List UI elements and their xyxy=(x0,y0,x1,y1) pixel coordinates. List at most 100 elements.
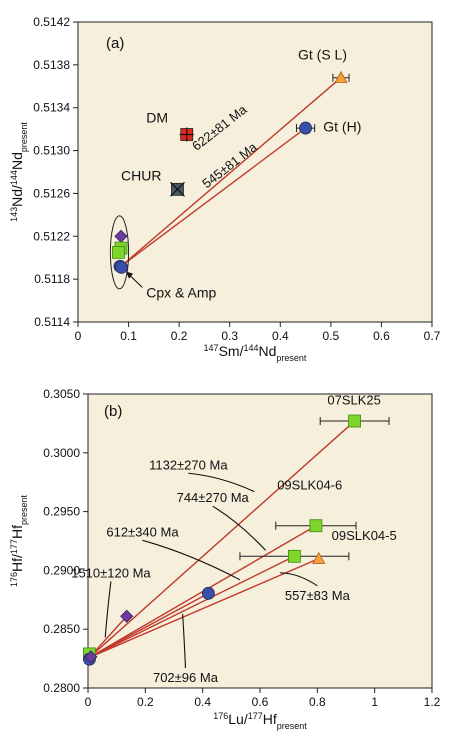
age-702: 702±96 Ma xyxy=(153,670,219,685)
axis-label-part: Nd xyxy=(9,152,25,170)
y-tick-label: 0.2900 xyxy=(43,563,80,577)
x-tick-label: 0.6 xyxy=(373,329,390,343)
data-point-gt-h xyxy=(299,121,312,135)
x-tick-label: 0.5 xyxy=(323,329,340,343)
isochron-line xyxy=(88,420,356,658)
x-tick-label: 0.8 xyxy=(309,695,326,709)
data-point-cpx-5 xyxy=(115,260,128,274)
y-tick-label: 0.3000 xyxy=(43,446,80,460)
y-tick-label: 0.5118 xyxy=(34,272,70,286)
axis-label-part: Nd/ xyxy=(9,185,25,207)
isochron-line xyxy=(89,557,320,659)
data-point-09slk04-6 xyxy=(309,519,323,533)
y-tick-label: 0.5138 xyxy=(33,58,70,72)
axis-label-part: Hf xyxy=(263,711,277,727)
panel-label: (a) xyxy=(106,35,124,52)
panel-a: 0 0.1 0.2 0.3 0.4 0.5 0.6 0.7 0.5114 0.5118 0.5122… xyxy=(9,15,441,363)
label-09slk04-6: 09SLK04-6 xyxy=(277,477,342,492)
x-tick-label: 0 xyxy=(85,695,92,709)
x-tick-label: 0.3 xyxy=(221,329,238,343)
isochron-line xyxy=(120,77,342,267)
y-tick-label: 0.5134 xyxy=(33,101,70,115)
age-612: 612±340 Ma xyxy=(106,524,179,539)
y-tick-label: 0.2850 xyxy=(43,622,80,636)
panel-b: 0 0.2 0.4 0.6 0.8 1 1.2 0.2800 0.2850 0.2900 0.295… xyxy=(9,387,441,731)
x-tick-label: 0.4 xyxy=(194,695,211,709)
cpx-amp-ellipse xyxy=(109,215,130,290)
axis-label-part: Hf xyxy=(9,525,25,539)
x-tick-label: 0.7 xyxy=(424,329,441,343)
x-tick-label: 0.2 xyxy=(171,329,188,343)
x-tick-label: 1.2 xyxy=(424,695,441,709)
data-point-gt-sl xyxy=(334,70,348,83)
marker-cross xyxy=(170,181,185,197)
axis-label-part: 143 xyxy=(9,207,19,222)
isochron-line xyxy=(120,127,306,267)
isochron-line xyxy=(89,555,295,659)
axis-label-part: 147 xyxy=(204,343,219,353)
age-leader-line xyxy=(104,581,112,638)
age-leader-line xyxy=(142,539,241,581)
x-tick-label: 0.6 xyxy=(252,695,269,709)
data-point-circ-042 xyxy=(201,586,215,600)
plot-area xyxy=(77,21,433,323)
data-point-07slk25 xyxy=(348,414,362,428)
y-tick-label: 0.5130 xyxy=(33,144,70,158)
age-leader-line xyxy=(212,505,267,551)
axis-label-part: Hf/ xyxy=(9,554,25,572)
y-tick-label: 0.3050 xyxy=(43,387,80,401)
cpx-amp-arrowhead xyxy=(126,271,134,279)
y-axis-label: 176Hf/177Hfpresent xyxy=(9,495,29,587)
y-axis-label: 143Nd/144Ndpresent xyxy=(9,122,29,222)
axis-label-part: Sm/ xyxy=(219,343,244,359)
axis-label-part: present xyxy=(19,495,29,526)
chur-label: CHUR xyxy=(121,168,161,184)
y-tick-label: 0.5142 xyxy=(33,15,70,29)
x-tick-label: 0.2 xyxy=(137,695,154,709)
data-point-09slk04-5 xyxy=(287,549,301,563)
axis-label-part: 177 xyxy=(248,711,263,721)
y-tick-label: 0.5126 xyxy=(33,186,70,200)
axis-label-part: present xyxy=(277,721,308,731)
cpx-amp-label: Cpx & Amp xyxy=(146,284,216,300)
y-tick-label: 0.5122 xyxy=(33,229,70,243)
axis-label-part: Nd xyxy=(259,343,277,359)
data-point-base-d1 xyxy=(84,650,98,664)
x-tick-label: 1 xyxy=(371,695,378,709)
x-tick-label: 0 xyxy=(75,329,82,343)
label-09slk04-5: 09SLK04-5 xyxy=(332,528,397,543)
x-tick-label: 0.1 xyxy=(120,329,137,343)
axis-label-part: 144 xyxy=(9,170,19,185)
y-tick-label: 0.2800 xyxy=(43,681,80,695)
axis-label-part: present xyxy=(19,122,29,153)
axis-label-part: present xyxy=(276,353,307,363)
isochron-line xyxy=(89,592,209,659)
age-1510: 1510±120 Ma xyxy=(71,565,151,580)
x-axis-label: 176Lu/177Hfpresent xyxy=(213,711,307,731)
gt-sl-label: Gt (S L) xyxy=(298,47,347,63)
axis-label-part: 176 xyxy=(9,572,19,587)
age-leader-line xyxy=(182,613,187,669)
axis-label-part: Lu/ xyxy=(228,711,248,727)
gt-h-label: Gt (H) xyxy=(323,118,361,134)
axis-label-part: 177 xyxy=(9,539,19,554)
label-07slk25: 07SLK25 xyxy=(327,393,381,408)
y-tick-label: 0.5114 xyxy=(34,315,70,329)
data-point-tri-b xyxy=(312,551,326,564)
x-axis-label: 147Sm/144Ndpresent xyxy=(204,343,307,363)
age-leader-line xyxy=(188,472,255,493)
dm-label: DM xyxy=(146,110,168,126)
y-tick-label: 0.2950 xyxy=(43,505,80,519)
x-tick-label: 0.4 xyxy=(272,329,289,343)
data-point-dm xyxy=(179,127,194,142)
data-point-chur xyxy=(170,181,185,197)
axis-label-part: 176 xyxy=(213,711,228,721)
age-557: 557±83 Ma xyxy=(285,588,351,603)
axis-label-part: 144 xyxy=(243,343,258,353)
age-744: 744±270 Ma xyxy=(177,490,250,505)
data-point-cpx-3 xyxy=(112,245,125,259)
panel-label: (b) xyxy=(104,403,122,420)
age-leader-line xyxy=(280,572,318,587)
data-point-dia-014 xyxy=(120,609,134,623)
